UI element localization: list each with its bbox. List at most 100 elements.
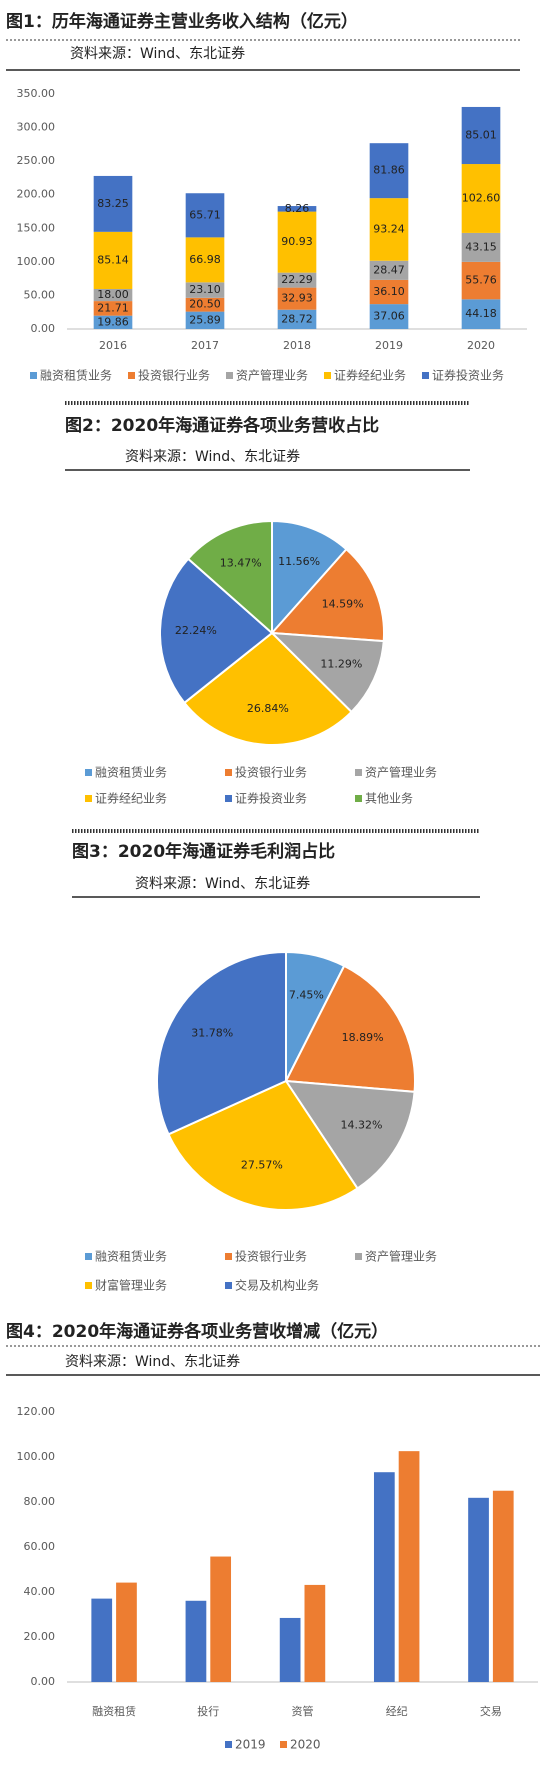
chart-title: 图2：2020年海通证券各项业务营收占比: [65, 415, 379, 436]
x-tick-label: 2018: [283, 339, 311, 352]
y-tick-label: 100.00: [17, 255, 56, 268]
data-label: 28.72: [281, 312, 313, 325]
data-label: 36.10: [373, 285, 405, 298]
data-label: 21.71: [97, 301, 129, 314]
pie-slice: [183, 631, 353, 746]
data-label: 22.24%: [175, 624, 217, 637]
x-tick-label: 2017: [191, 339, 219, 352]
x-tick-label: 融资租赁: [92, 1704, 136, 1718]
pie-slice: [159, 557, 274, 705]
x-tick-label: 投行: [197, 1704, 219, 1718]
pie-slice: [271, 519, 348, 636]
bar-segment: [277, 211, 317, 273]
x-tick-label: 资管: [292, 1704, 314, 1718]
data-label: 43.15: [465, 240, 497, 253]
legend-label: 其他业务: [365, 791, 413, 806]
legend-swatch: [85, 1253, 92, 1260]
data-label: 11.29%: [320, 658, 362, 671]
source-note: 资料来源：Wind、东北证券: [135, 876, 310, 892]
data-label: 102.60: [462, 191, 501, 204]
bar-segment: [369, 304, 409, 329]
data-label: 22.29: [281, 273, 313, 286]
data-label: 19.86: [97, 315, 129, 328]
data-label: 18.89%: [342, 1031, 384, 1044]
data-label: 32.93: [281, 292, 313, 305]
bar: [279, 1617, 301, 1682]
bar-segment: [185, 193, 225, 238]
bar-segment: [93, 175, 133, 232]
legend-swatch: [225, 1282, 232, 1289]
data-label: 23.10: [189, 283, 221, 296]
source-note: 资料来源：Wind、东北证券: [70, 46, 245, 62]
bar: [398, 1451, 420, 1682]
legend-label: 融资租赁业务: [95, 765, 167, 780]
bar-segment: [185, 282, 225, 298]
data-label: 81.86: [373, 164, 405, 177]
bar-segment: [369, 279, 409, 305]
data-label: 11.56%: [278, 555, 320, 568]
legend-label: 证券经纪业务: [95, 791, 167, 806]
data-label: 8.26: [285, 202, 310, 215]
legend-label: 证券投资业务: [432, 368, 504, 383]
legend-swatch: [225, 769, 232, 776]
legend-swatch: [355, 1253, 362, 1260]
y-tick-label: 0.00: [31, 1675, 56, 1688]
x-tick-label: 2019: [375, 339, 403, 352]
bar: [468, 1497, 489, 1682]
bar: [116, 1582, 137, 1682]
legend-label: 财富管理业务: [95, 1278, 167, 1293]
bar: [91, 1598, 113, 1682]
data-label: 27.57%: [241, 1158, 283, 1171]
bar-segment: [461, 106, 501, 165]
data-label: 18.00: [97, 288, 129, 301]
data-label: 26.84%: [247, 702, 289, 715]
legend-swatch: [225, 1741, 232, 1748]
legend-label: 融资租赁业务: [40, 368, 112, 383]
y-tick-label: 350.00: [17, 87, 56, 100]
chart-title: 图3：2020年海通证券毛利润占比: [72, 841, 335, 862]
data-label: 14.59%: [322, 597, 364, 610]
bar-segment: [369, 143, 409, 199]
legend-swatch: [355, 769, 362, 776]
data-label: 83.25: [97, 197, 129, 210]
data-label: 65.71: [189, 208, 221, 221]
pie-slice: [269, 631, 385, 714]
bar-segment: [93, 231, 133, 290]
source-note: 资料来源：Wind、东北证券: [65, 1354, 240, 1370]
bar-segment: [185, 311, 225, 329]
bar-segment: [369, 198, 409, 261]
y-tick-label: 80.00: [24, 1495, 56, 1508]
legend-label: 交易及机构业务: [235, 1278, 319, 1293]
legend-swatch: [324, 372, 331, 379]
data-label: 20.50: [189, 298, 221, 311]
legend-label: 融资租赁业务: [95, 1249, 167, 1264]
y-tick-label: 20.00: [24, 1630, 56, 1643]
bar-segment: [185, 237, 225, 283]
y-tick-label: 40.00: [24, 1585, 56, 1598]
chart-title: 图4：2020年海通证券各项业务营收增减（亿元）: [6, 1321, 388, 1342]
x-tick-label: 2016: [99, 339, 127, 352]
bar: [373, 1472, 395, 1682]
bar-segment: [93, 289, 133, 302]
legend-swatch: [85, 795, 92, 802]
data-label: 90.93: [281, 235, 313, 248]
x-tick-label: 经纪: [386, 1705, 408, 1718]
data-label: 66.98: [189, 253, 221, 266]
pie-slice: [156, 950, 287, 1136]
bar-segment: [93, 301, 133, 316]
bar: [185, 1600, 207, 1682]
chart-title: 图1：历年海通证券主营业务收入结构（亿元）: [6, 11, 358, 32]
bar-segment: [277, 272, 317, 288]
legend-swatch: [355, 795, 362, 802]
legend-label: 资产管理业务: [365, 1249, 437, 1264]
y-tick-label: 200.00: [17, 188, 56, 201]
bar-segment: [277, 309, 317, 329]
data-label: 85.14: [97, 253, 129, 266]
legend-swatch: [85, 1282, 92, 1289]
x-tick-label: 2020: [467, 339, 495, 352]
data-label: 44.18: [465, 307, 497, 320]
bar-segment: [369, 260, 409, 280]
data-label: 93.24: [373, 222, 405, 235]
y-tick-label: 250.00: [17, 154, 56, 167]
